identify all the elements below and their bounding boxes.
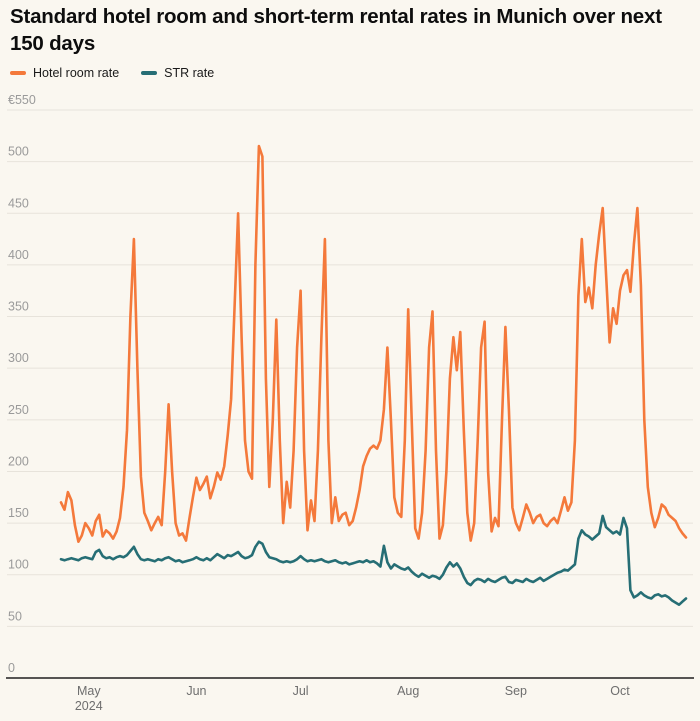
str-rate-line xyxy=(59,514,688,606)
page-title: Standard hotel room and short-term renta… xyxy=(10,5,662,55)
legend-item-hotel-room-rate: Hotel room rate xyxy=(10,66,119,80)
hotel-room-rate-line xyxy=(59,144,688,543)
x-axis-year-label: 2024 xyxy=(75,699,103,713)
y-axis-tick-label: 250 xyxy=(8,403,29,417)
y-axis-tick-label: 100 xyxy=(8,558,29,572)
legend-label: Hotel room rate xyxy=(33,66,120,80)
y-axis-tick-label: 300 xyxy=(8,351,29,365)
x-axis-tick-label: Oct xyxy=(610,684,630,698)
legend-label: STR rate xyxy=(164,66,215,80)
y-axis-tick-label: 400 xyxy=(8,248,29,262)
x-axis-tick-label: Aug xyxy=(397,684,419,698)
y-axis-tick-label: 500 xyxy=(8,145,29,159)
y-axis-tick-label: 150 xyxy=(8,506,29,520)
str-rate-swatch xyxy=(141,71,158,75)
y-axis-tick-label: 0 xyxy=(8,661,15,675)
y-axis-tick-label: 200 xyxy=(8,454,29,468)
y-axis-tick-label: €550 xyxy=(8,93,36,107)
x-axis-tick-label: Jul xyxy=(293,684,309,698)
y-axis-tick-label: 50 xyxy=(8,609,22,623)
x-axis-tick-label: Sep xyxy=(505,684,527,698)
hotel-room-rate-swatch xyxy=(10,71,26,75)
legend-item-str-rate: STR rate xyxy=(141,66,214,80)
y-axis-tick-label: 450 xyxy=(8,196,29,210)
x-axis-tick-label: May xyxy=(77,684,101,698)
y-axis-tick-label: 350 xyxy=(8,300,29,314)
x-axis-tick-label: Jun xyxy=(186,684,206,698)
chart-legend: Hotel room rate STR rate xyxy=(10,66,214,80)
